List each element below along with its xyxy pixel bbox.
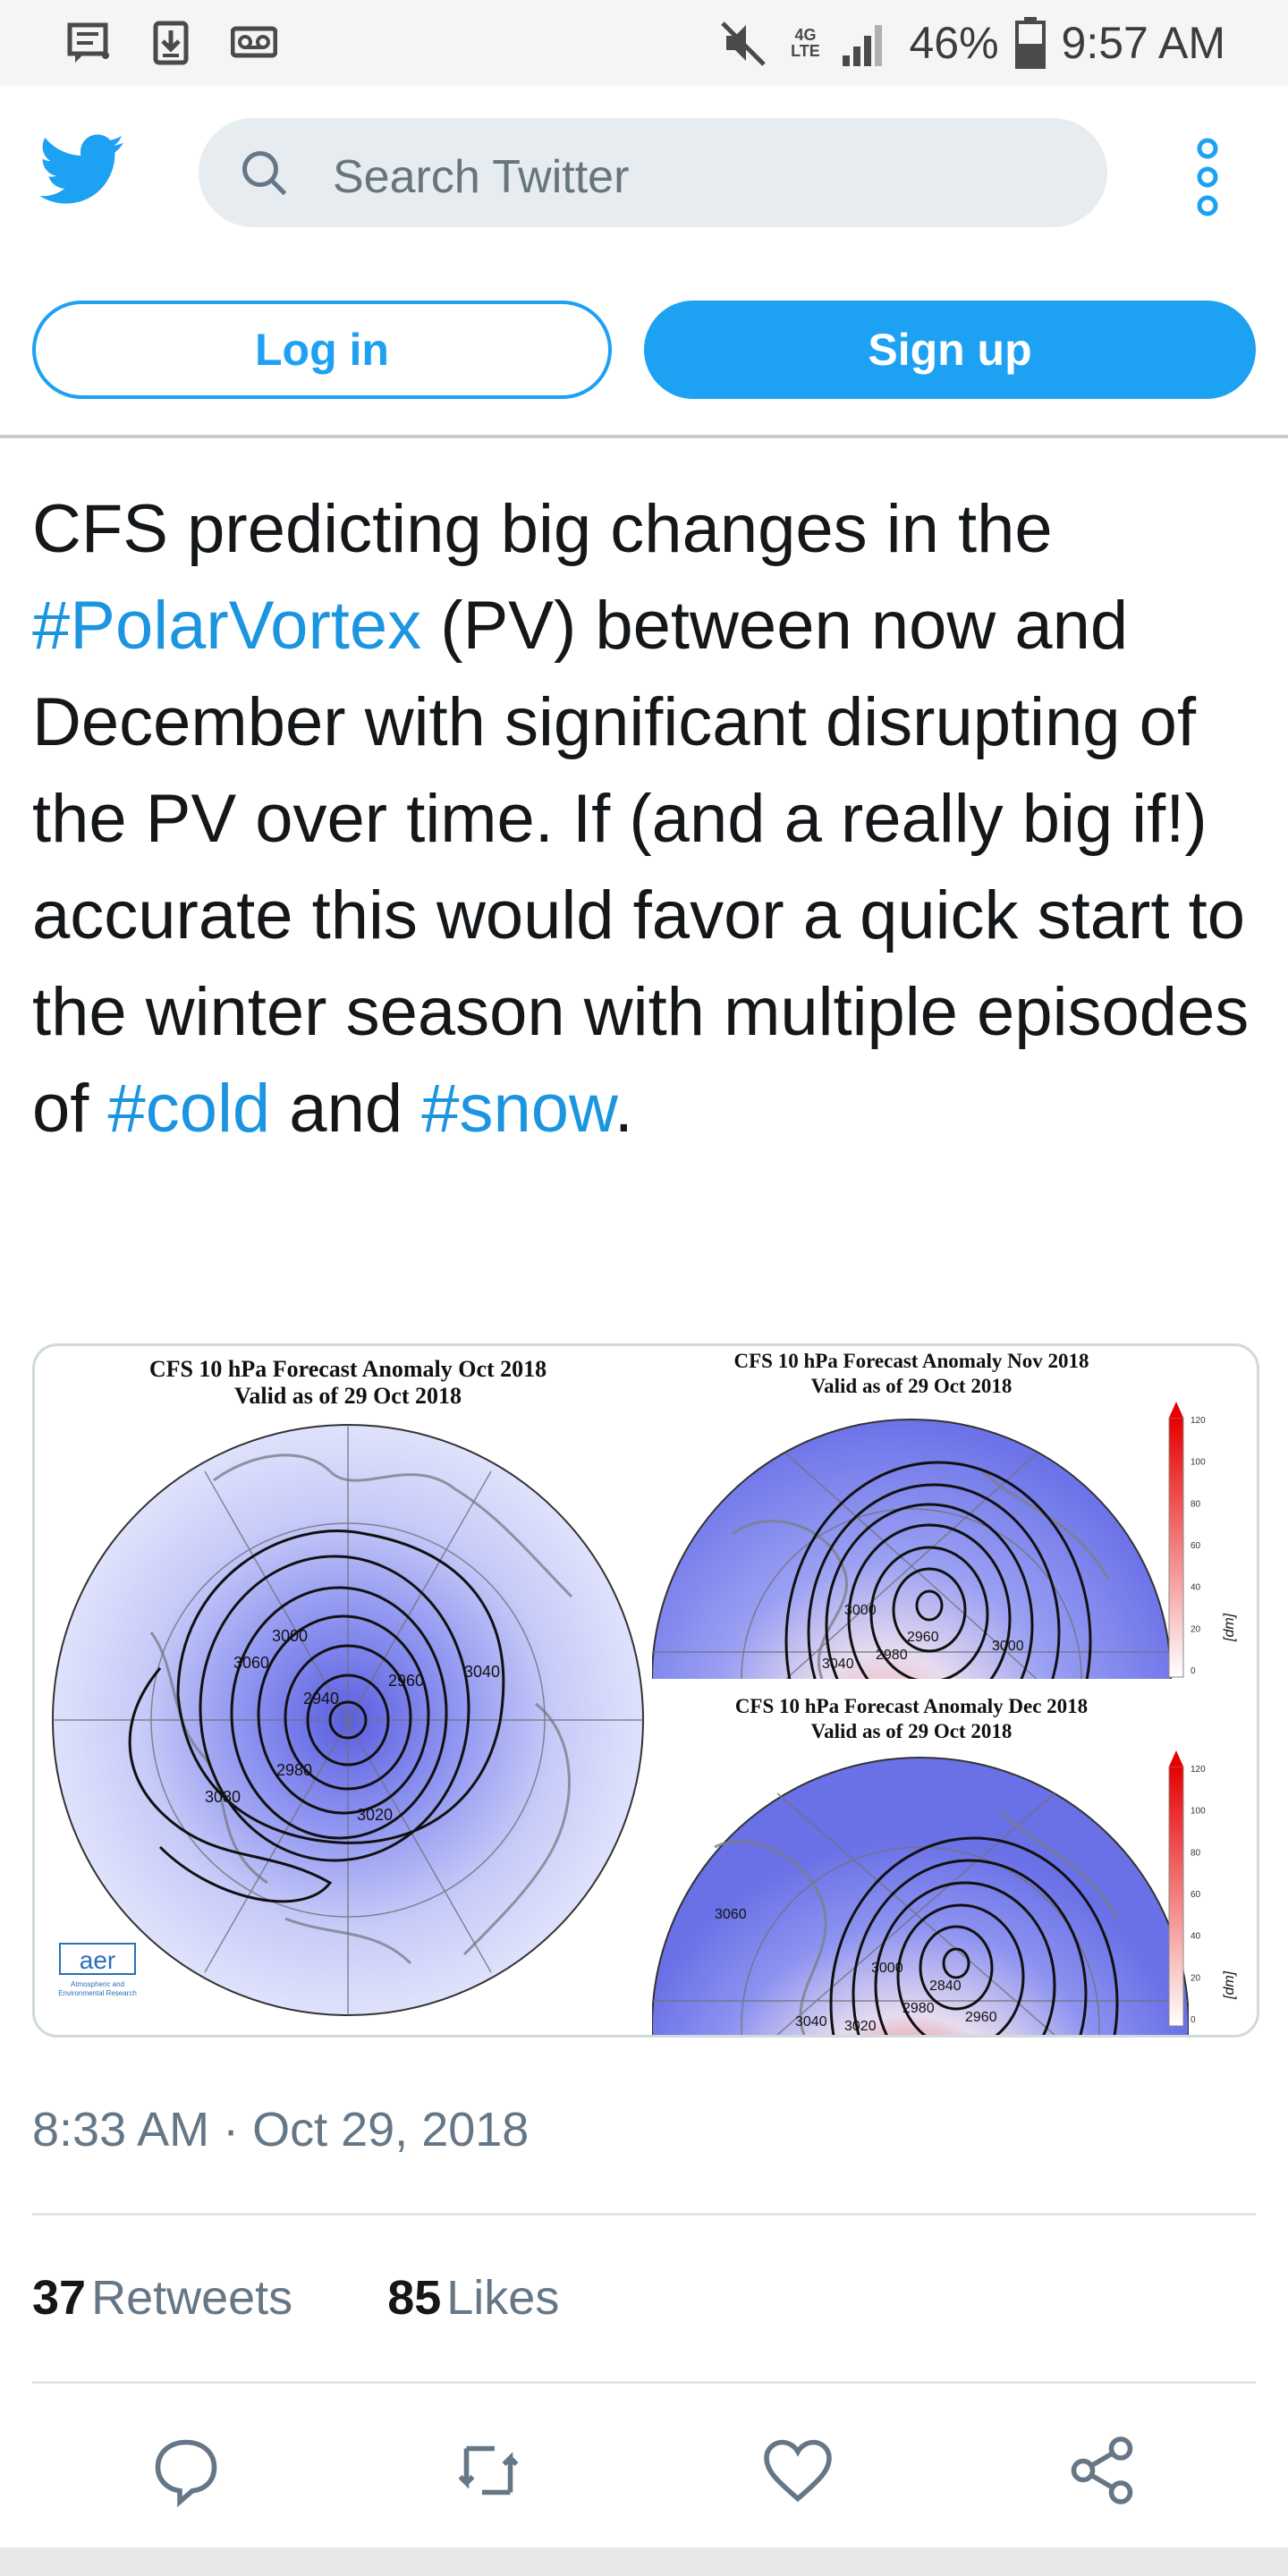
map-subtitle-oct: Valid as of 29 Oct 2018	[234, 1383, 462, 1409]
contour-label: 2940	[303, 1690, 339, 1707]
contour-label: 2960	[907, 1630, 939, 1645]
tweet-timestamp[interactable]: 8:33 AM · Oct 29, 2018	[32, 2103, 530, 2157]
tweet-media[interactable]: CFS 10 hPa Forecast Anomaly Oct 2018 Val…	[32, 1343, 1259, 2038]
message-icon	[67, 22, 109, 63]
search-input[interactable]: Search Twitter	[199, 118, 1107, 227]
contour-label: 3040	[464, 1663, 500, 1681]
tweet-text-part: CFS predicting big changes in the	[32, 491, 1053, 567]
clock: 9:57 AM	[1061, 18, 1225, 68]
map-subtitle-nov: Valid as of 29 Oct 2018	[811, 1375, 1013, 1397]
scale-unit: [dm]	[1222, 1970, 1237, 2000]
contour-label: 3040	[822, 1657, 854, 1672]
contour-label: 3020	[357, 1806, 393, 1824]
aer-logo: aer Atmospheric and Environmental Resear…	[58, 1943, 137, 1997]
retweets-label[interactable]: Retweets	[91, 2271, 293, 2325]
voicemail-icon	[231, 26, 277, 58]
scale-tick-label: 40	[1191, 1583, 1201, 1593]
contour-label: 3060	[233, 1654, 269, 1672]
contour-label: 2960	[965, 2010, 997, 2025]
contour-labels-oct: 3060 3000 2940 2960 3040 2980 3080 3020	[205, 1627, 500, 1824]
scale-unit: [dm]	[1222, 1613, 1237, 1642]
mute-icon	[721, 21, 767, 66]
tweet-actions	[0, 2415, 1288, 2522]
scale-tick-label: 80	[1191, 1499, 1201, 1509]
login-label: Log in	[255, 325, 389, 375]
login-button[interactable]: Log in	[32, 301, 612, 399]
aer-logo-text: aer	[80, 1946, 115, 1974]
network-label: 4G LTE	[791, 26, 820, 60]
scale-tick-label: 100	[1191, 1807, 1206, 1817]
contour-label: 3000	[871, 1961, 903, 1976]
twitter-bird-icon[interactable]	[39, 134, 125, 206]
tweet-text: CFS predicting big changes in the #Polar…	[32, 481, 1267, 1157]
scale-tick-label: 60	[1191, 1541, 1201, 1551]
download-icon	[153, 21, 189, 65]
tweet-text-part: .	[614, 1071, 633, 1147]
divider	[32, 2381, 1256, 2384]
system-nav-bar	[0, 2547, 1288, 2576]
contour-label: 2980	[276, 1761, 312, 1779]
aer-logo-sub: Atmospheric and	[71, 1980, 124, 1988]
coastlines-oct	[149, 1453, 573, 1965]
color-scale-dec: 120 100 80 60 40 20 0 [dm]	[1168, 1750, 1237, 2027]
hashtag-polarvortex[interactable]: #PolarVortex	[32, 588, 422, 664]
header-divider	[0, 435, 1288, 438]
scale-tick-label: 20	[1191, 1973, 1201, 1983]
contour-label: 3040	[795, 2014, 827, 2029]
map-title-oct: CFS 10 hPa Forecast Anomaly Oct 2018	[149, 1356, 547, 1382]
divider	[32, 2213, 1256, 2216]
contour-label: 3080	[205, 1788, 241, 1806]
map-title-dec: CFS 10 hPa Forecast Anomaly Dec 2018	[735, 1695, 1088, 1717]
contours-oct	[128, 1530, 505, 1903]
aer-logo-sub: Environmental Research	[58, 1989, 137, 1997]
map-subtitle-dec: Valid as of 29 Oct 2018	[811, 1720, 1013, 1742]
map-dec: 3060 3000 2840 2980 2960 3040 3020	[652, 1757, 1189, 2035]
contour-label: 2980	[902, 2001, 935, 2016]
battery-icon	[1014, 17, 1046, 69]
scale-tick-label: 60	[1191, 1890, 1201, 1900]
reply-icon[interactable]	[148, 2433, 224, 2508]
hashtag-cold[interactable]: #cold	[107, 1071, 271, 1147]
contour-label: 2980	[876, 1648, 908, 1663]
contour-label: 3000	[992, 1639, 1024, 1654]
more-vertical-icon[interactable]	[1190, 134, 1225, 220]
hashtag-snow[interactable]: #snow	[421, 1071, 614, 1147]
scale-tick-label: 120	[1191, 1416, 1206, 1426]
share-icon[interactable]	[1064, 2433, 1140, 2508]
retweet-icon[interactable]	[451, 2433, 526, 2508]
tweet-stats: 37 Retweets 85 Likes	[32, 2270, 648, 2326]
network-icon: 4G LTE	[787, 27, 823, 59]
scale-tick-label: 120	[1191, 1765, 1206, 1775]
search-icon	[242, 151, 287, 196]
scale-tick-label: 0	[1191, 1666, 1196, 1676]
signup-label: Sign up	[868, 325, 1032, 375]
contour-label: 3060	[715, 1907, 747, 1922]
scale-tick-label: 100	[1191, 1458, 1206, 1468]
map-nov: 3000 2960 2980 3000 3040	[652, 1419, 1180, 1679]
contour-label: 3020	[844, 2019, 877, 2034]
signal-icon	[843, 25, 883, 66]
contour-label: 3000	[272, 1627, 308, 1645]
like-icon[interactable]	[760, 2433, 835, 2508]
status-bar: 4G LTE 46% 9:57 AM	[0, 0, 1288, 86]
map-title-nov: CFS 10 hPa Forecast Anomaly Nov 2018	[734, 1350, 1089, 1372]
scale-tick-label: 0	[1191, 2015, 1196, 2025]
signup-button[interactable]: Sign up	[644, 301, 1256, 399]
tweet-text-part: and	[270, 1071, 422, 1147]
tweet-text-part: (PV) between now and December with signi…	[32, 588, 1250, 1147]
likes-count[interactable]: 85	[387, 2271, 442, 2325]
contour-label: 3000	[844, 1603, 877, 1618]
likes-label[interactable]: Likes	[446, 2271, 560, 2325]
grid-oct	[53, 1425, 643, 2015]
scale-tick-label: 80	[1191, 1848, 1201, 1858]
contour-label: 2960	[388, 1672, 424, 1690]
color-scale-nov: 120 100 80 60 40 20 0 [dm]	[1168, 1402, 1237, 1678]
contour-label: 2840	[929, 1979, 962, 1994]
search-placeholder: Search Twitter	[333, 151, 630, 203]
forecast-maps-image: CFS 10 hPa Forecast Anomaly Oct 2018 Val…	[52, 1350, 1237, 2035]
scale-tick-label: 20	[1191, 1624, 1201, 1634]
retweets-count[interactable]: 37	[32, 2271, 87, 2325]
battery-percent: 46%	[909, 18, 999, 68]
scale-tick-label: 40	[1191, 1932, 1201, 1942]
